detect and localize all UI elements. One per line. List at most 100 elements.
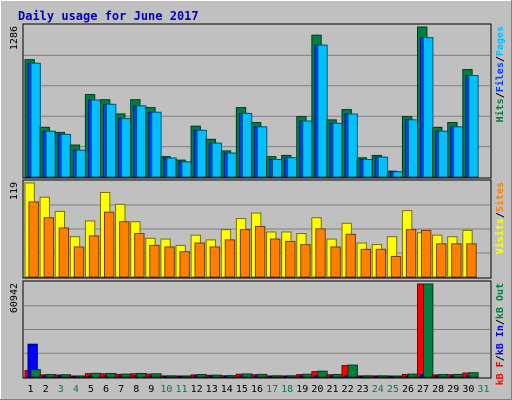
bar-kbytes-kb-out (211, 374, 223, 378)
bar-visits-sites (119, 221, 130, 278)
bar-visits-sites (451, 243, 462, 278)
bar-visits-sites (103, 211, 115, 278)
x-tick-label: 24 (372, 384, 384, 395)
bar-visits-sites (28, 201, 39, 278)
bar-kbytes-kb-out (45, 374, 56, 378)
x-tick-label: 15 (236, 384, 248, 395)
bar-hits-pages (272, 159, 283, 178)
bar-visits-sites (375, 248, 387, 278)
x-tick-label: 4 (73, 384, 79, 395)
legend-visits: Visits/Sites (494, 182, 506, 254)
bar-kbytes-kb-out (75, 375, 87, 378)
bar-kbytes-kb-out (196, 374, 207, 378)
bar-kbytes-kb-out (392, 375, 404, 378)
legend-entry: kB F (495, 361, 506, 385)
bar-hits-pages (181, 161, 192, 178)
bar-hits-pages (332, 122, 343, 178)
bar-kbytes-kb-out (241, 373, 253, 378)
x-tick-label: 27 (417, 384, 429, 395)
bar-hits-pages (453, 126, 464, 178)
bar-hits-pages (407, 119, 419, 178)
x-tick-label: 22 (342, 384, 354, 395)
legend-hits: Hits/Files/Pages (494, 26, 506, 122)
bar-kbytes-kb-out (317, 370, 328, 378)
bar-kbytes-kb-out (453, 373, 464, 378)
chart-title: Daily usage for June 2017 (18, 9, 199, 23)
bar-hits-pages (241, 112, 253, 178)
bar-kbytes-kb-out (468, 372, 479, 378)
bar-hits-pages (256, 126, 268, 178)
x-tick-label: 25 (387, 384, 399, 395)
bar-visits-sites (88, 235, 100, 278)
x-tick-label: 11 (175, 384, 187, 395)
bar-kbytes-kb-out (121, 373, 132, 378)
x-tick-label: 16 (251, 384, 263, 395)
x-tick-label: 1 (28, 384, 34, 395)
legend-entry: Files (494, 62, 506, 92)
bar-visits-sites (345, 233, 356, 278)
bar-hits-pages (136, 105, 147, 178)
bar-visits-sites (134, 233, 145, 278)
bar-kbytes-kb-out (151, 373, 162, 378)
legend-kbytes: kB F/kB In/kB Out (495, 283, 506, 385)
x-tick-label: 19 (296, 384, 308, 395)
legend-entry: kB Out (495, 283, 506, 319)
bar-kbytes-kb-out (362, 375, 373, 378)
x-tick-label: 3 (58, 384, 64, 395)
bar-hits-pages (45, 130, 56, 178)
x-tick-label: 5 (88, 384, 94, 395)
x-tick-label: 31 (477, 384, 489, 395)
bar-kbytes-kb-out (90, 372, 102, 378)
bar-kbytes-kb-out (407, 373, 419, 378)
bar-hits-pages (392, 171, 404, 178)
bar-hits-pages (75, 149, 87, 178)
bar-visits-sites (179, 251, 190, 278)
bar-kbytes-kb-out (226, 375, 238, 378)
bar-visits-sites (43, 217, 54, 278)
bar-hits-pages (287, 157, 298, 178)
bar-kbytes-kb-out (136, 372, 147, 378)
bar-visits-sites (466, 243, 477, 278)
bar-kbytes-kb-out (272, 375, 283, 378)
bar-visits-sites (285, 240, 296, 278)
bar-hits-pages (302, 120, 313, 178)
bar-hits-pages (226, 152, 238, 178)
bar-visits-sites (421, 229, 432, 278)
x-tick-label: 17 (266, 384, 278, 395)
bar-kbytes-kb-out (423, 283, 434, 378)
legend-entry: / (495, 92, 506, 98)
bar-hits-pages (317, 44, 328, 178)
x-tick-label: 30 (462, 384, 474, 395)
bar-kbytes-kb-out (256, 373, 268, 378)
bar-hits-pages (468, 75, 479, 178)
bar-hits-pages (362, 159, 373, 178)
legend-entry: Sites (494, 182, 506, 212)
legend-entry: / (495, 212, 506, 218)
bar-visits-sites (149, 244, 160, 278)
bar-visits-sites (360, 248, 371, 278)
x-tick-label: 26 (402, 384, 414, 395)
x-tick-label: 10 (160, 384, 172, 395)
bar-kbytes-kb-out (332, 373, 343, 378)
bar-kbytes-kb-out (377, 375, 389, 378)
x-tick-label: 14 (221, 384, 233, 395)
bar-hits-pages (151, 111, 162, 178)
x-tick-label: 2 (43, 384, 49, 395)
bar-hits-pages (377, 156, 389, 178)
bar-visits-sites (194, 242, 205, 278)
bar-hits-pages (423, 37, 434, 178)
bar-hits-pages (196, 129, 207, 178)
bar-hits-pages (347, 113, 358, 178)
bar-visits-sites (436, 243, 447, 278)
bar-hits-pages (121, 118, 132, 178)
bar-hits-pages (105, 103, 117, 178)
x-tick-label: 13 (206, 384, 218, 395)
bar-kbytes-kb-out (105, 372, 117, 378)
bar-visits-sites (330, 246, 341, 278)
x-tick-label: 7 (118, 384, 124, 395)
bar-visits-sites (209, 246, 221, 278)
bar-hits-pages (30, 62, 41, 178)
